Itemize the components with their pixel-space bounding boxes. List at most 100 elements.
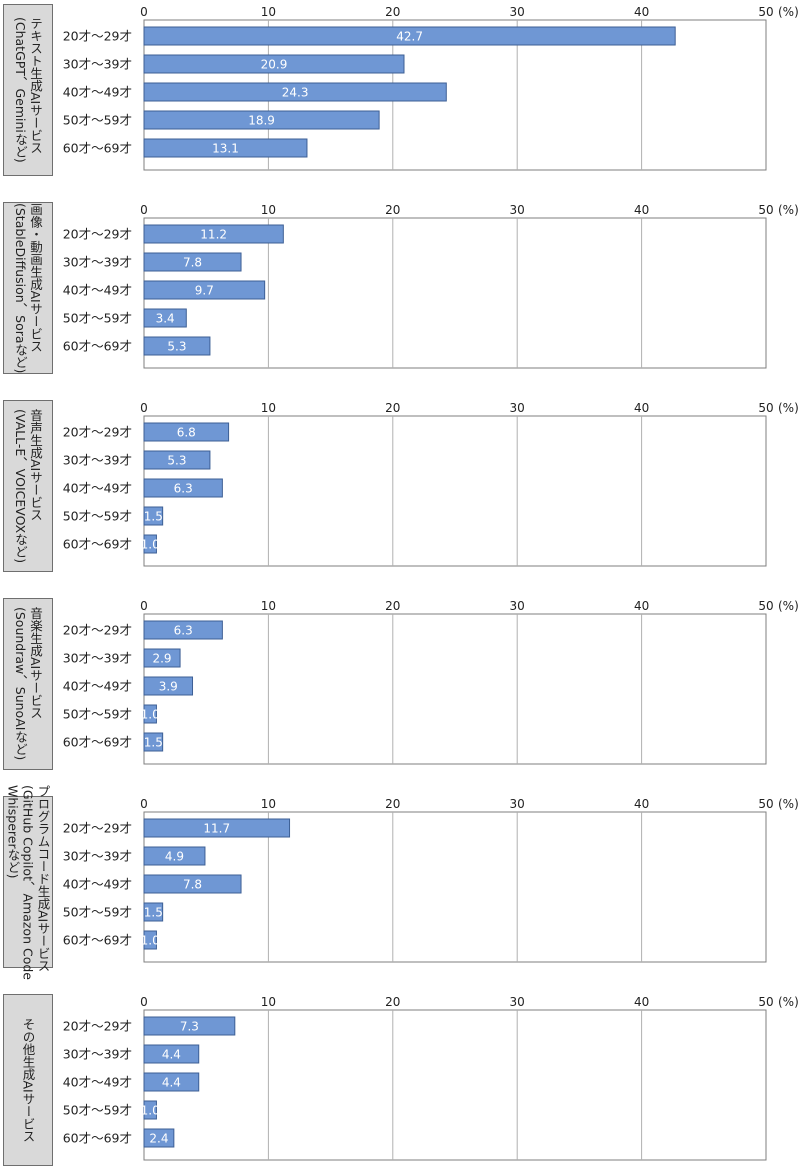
x-tick-label: 50	[758, 995, 773, 1009]
category-label: 60才～69才	[63, 933, 132, 948]
value-label: 7.3	[180, 1020, 199, 1034]
bar	[143, 846, 206, 866]
x-tick-label: 30	[510, 797, 525, 811]
x-tick-label: 20	[385, 401, 400, 415]
category-label: 20才～29才	[63, 227, 132, 242]
category-label: 60才～69才	[63, 735, 132, 750]
bar	[143, 224, 284, 244]
category-label: 30才～39才	[63, 255, 132, 270]
bar	[143, 110, 380, 130]
value-label: 20.9	[261, 58, 288, 72]
x-tick-label: 50	[758, 599, 773, 613]
category-label: 60才～69才	[63, 339, 132, 354]
x-unit-label: (%)	[778, 599, 799, 613]
value-label: 5.3	[167, 340, 186, 354]
x-tick-label: 40	[634, 401, 649, 415]
x-tick-label: 20	[385, 797, 400, 811]
panel-category-label-line: 音声生成AIサービス	[28, 408, 43, 522]
bar	[143, 648, 181, 668]
x-tick-label: 30	[510, 203, 525, 217]
bar	[143, 534, 157, 554]
bar	[143, 818, 291, 838]
x-tick-label: 0	[140, 599, 148, 613]
bar	[143, 506, 164, 526]
category-label: 40才～49才	[63, 877, 132, 892]
value-label: 2.4	[149, 1132, 168, 1146]
x-tick-label: 50	[758, 401, 773, 415]
bar	[143, 1100, 157, 1120]
x-tick-label: 40	[634, 203, 649, 217]
panel-category-box: 音楽生成AIサービス (Soundraw、SunoAIなど)	[3, 598, 53, 770]
bar	[143, 704, 157, 724]
panel-category-box: その他生成AIサービス	[3, 994, 53, 1166]
value-label: 9.7	[195, 284, 214, 298]
value-label: 1.0	[141, 1104, 160, 1118]
bar	[143, 676, 194, 696]
category-label: 40才～49才	[63, 85, 132, 100]
panel-category-label: 画像・動画生成AIサービス (StableDiffusion、Soraなど)	[13, 203, 43, 373]
panel-category-label: テキスト生成AIサービス (ChatGPT、Geminiなど)	[13, 17, 43, 163]
x-tick-label: 0	[140, 5, 148, 19]
category-label: 50才～59才	[63, 509, 132, 524]
x-tick-label: 10	[261, 5, 276, 19]
bar	[143, 1072, 200, 1092]
category-label: 30才～39才	[63, 849, 132, 864]
x-tick-label: 0	[140, 203, 148, 217]
plot-frame	[143, 613, 767, 765]
panel-category-label: その他生成AIサービス	[21, 1018, 36, 1143]
x-tick-label: 0	[140, 797, 148, 811]
bar	[143, 336, 211, 356]
panel-category-label-line: (Soundraw、SunoAIなど)	[13, 607, 28, 761]
value-label: 3.9	[159, 680, 178, 694]
x-tick-label: 30	[510, 599, 525, 613]
category-label: 20才～29才	[63, 623, 132, 638]
value-label: 1.0	[141, 538, 160, 552]
bar	[143, 1044, 200, 1064]
bar	[143, 82, 447, 102]
category-label: 40才～49才	[63, 1075, 132, 1090]
bar	[143, 930, 157, 950]
bar	[143, 138, 308, 158]
bar	[143, 308, 187, 328]
bar	[143, 26, 676, 46]
x-tick-label: 40	[634, 797, 649, 811]
value-label: 6.8	[177, 426, 196, 440]
value-label: 11.2	[200, 228, 227, 242]
bar	[143, 1128, 175, 1148]
panel-category-box: 音声生成AIサービス (VALL-E、VOICEVOXなど)	[3, 400, 53, 572]
category-label: 60才～69才	[63, 537, 132, 552]
panel-category-label-line: その他生成AIサービス	[20, 1017, 36, 1143]
x-tick-label: 10	[261, 203, 276, 217]
panel-category-label-line: プログラムコード生成AIサービス	[35, 784, 51, 972]
value-label: 18.9	[248, 114, 275, 128]
value-label: 7.8	[183, 878, 202, 892]
x-unit-label: (%)	[778, 401, 799, 415]
category-label: 40才～49才	[63, 481, 132, 496]
panel-category-label-line: Whispererなど)	[5, 784, 21, 878]
category-label: 50才～59才	[63, 1103, 132, 1118]
bar	[143, 478, 223, 498]
panel-category-label-line: (GitHub Copilot、Amazon Code	[20, 784, 36, 980]
value-label: 1.0	[141, 708, 160, 722]
bar	[143, 620, 223, 640]
category-label: 60才～69才	[63, 1131, 132, 1146]
bar	[143, 1016, 236, 1036]
x-tick-label: 30	[510, 995, 525, 1009]
category-label: 20才～29才	[63, 29, 132, 44]
x-tick-label: 20	[385, 5, 400, 19]
value-label: 1.5	[144, 510, 163, 524]
value-label: 4.4	[162, 1076, 181, 1090]
bar	[143, 450, 211, 470]
panel-category-label-line: 音楽生成AIサービス	[28, 607, 43, 720]
category-label: 50才～59才	[63, 905, 132, 920]
x-unit-label: (%)	[778, 995, 799, 1009]
value-label: 42.7	[396, 30, 423, 44]
x-unit-label: (%)	[778, 203, 799, 217]
x-tick-label: 10	[261, 797, 276, 811]
bar	[143, 422, 230, 442]
x-tick-label: 20	[385, 599, 400, 613]
bar	[143, 874, 242, 894]
bar	[143, 280, 266, 300]
category-label: 40才～49才	[63, 283, 132, 298]
